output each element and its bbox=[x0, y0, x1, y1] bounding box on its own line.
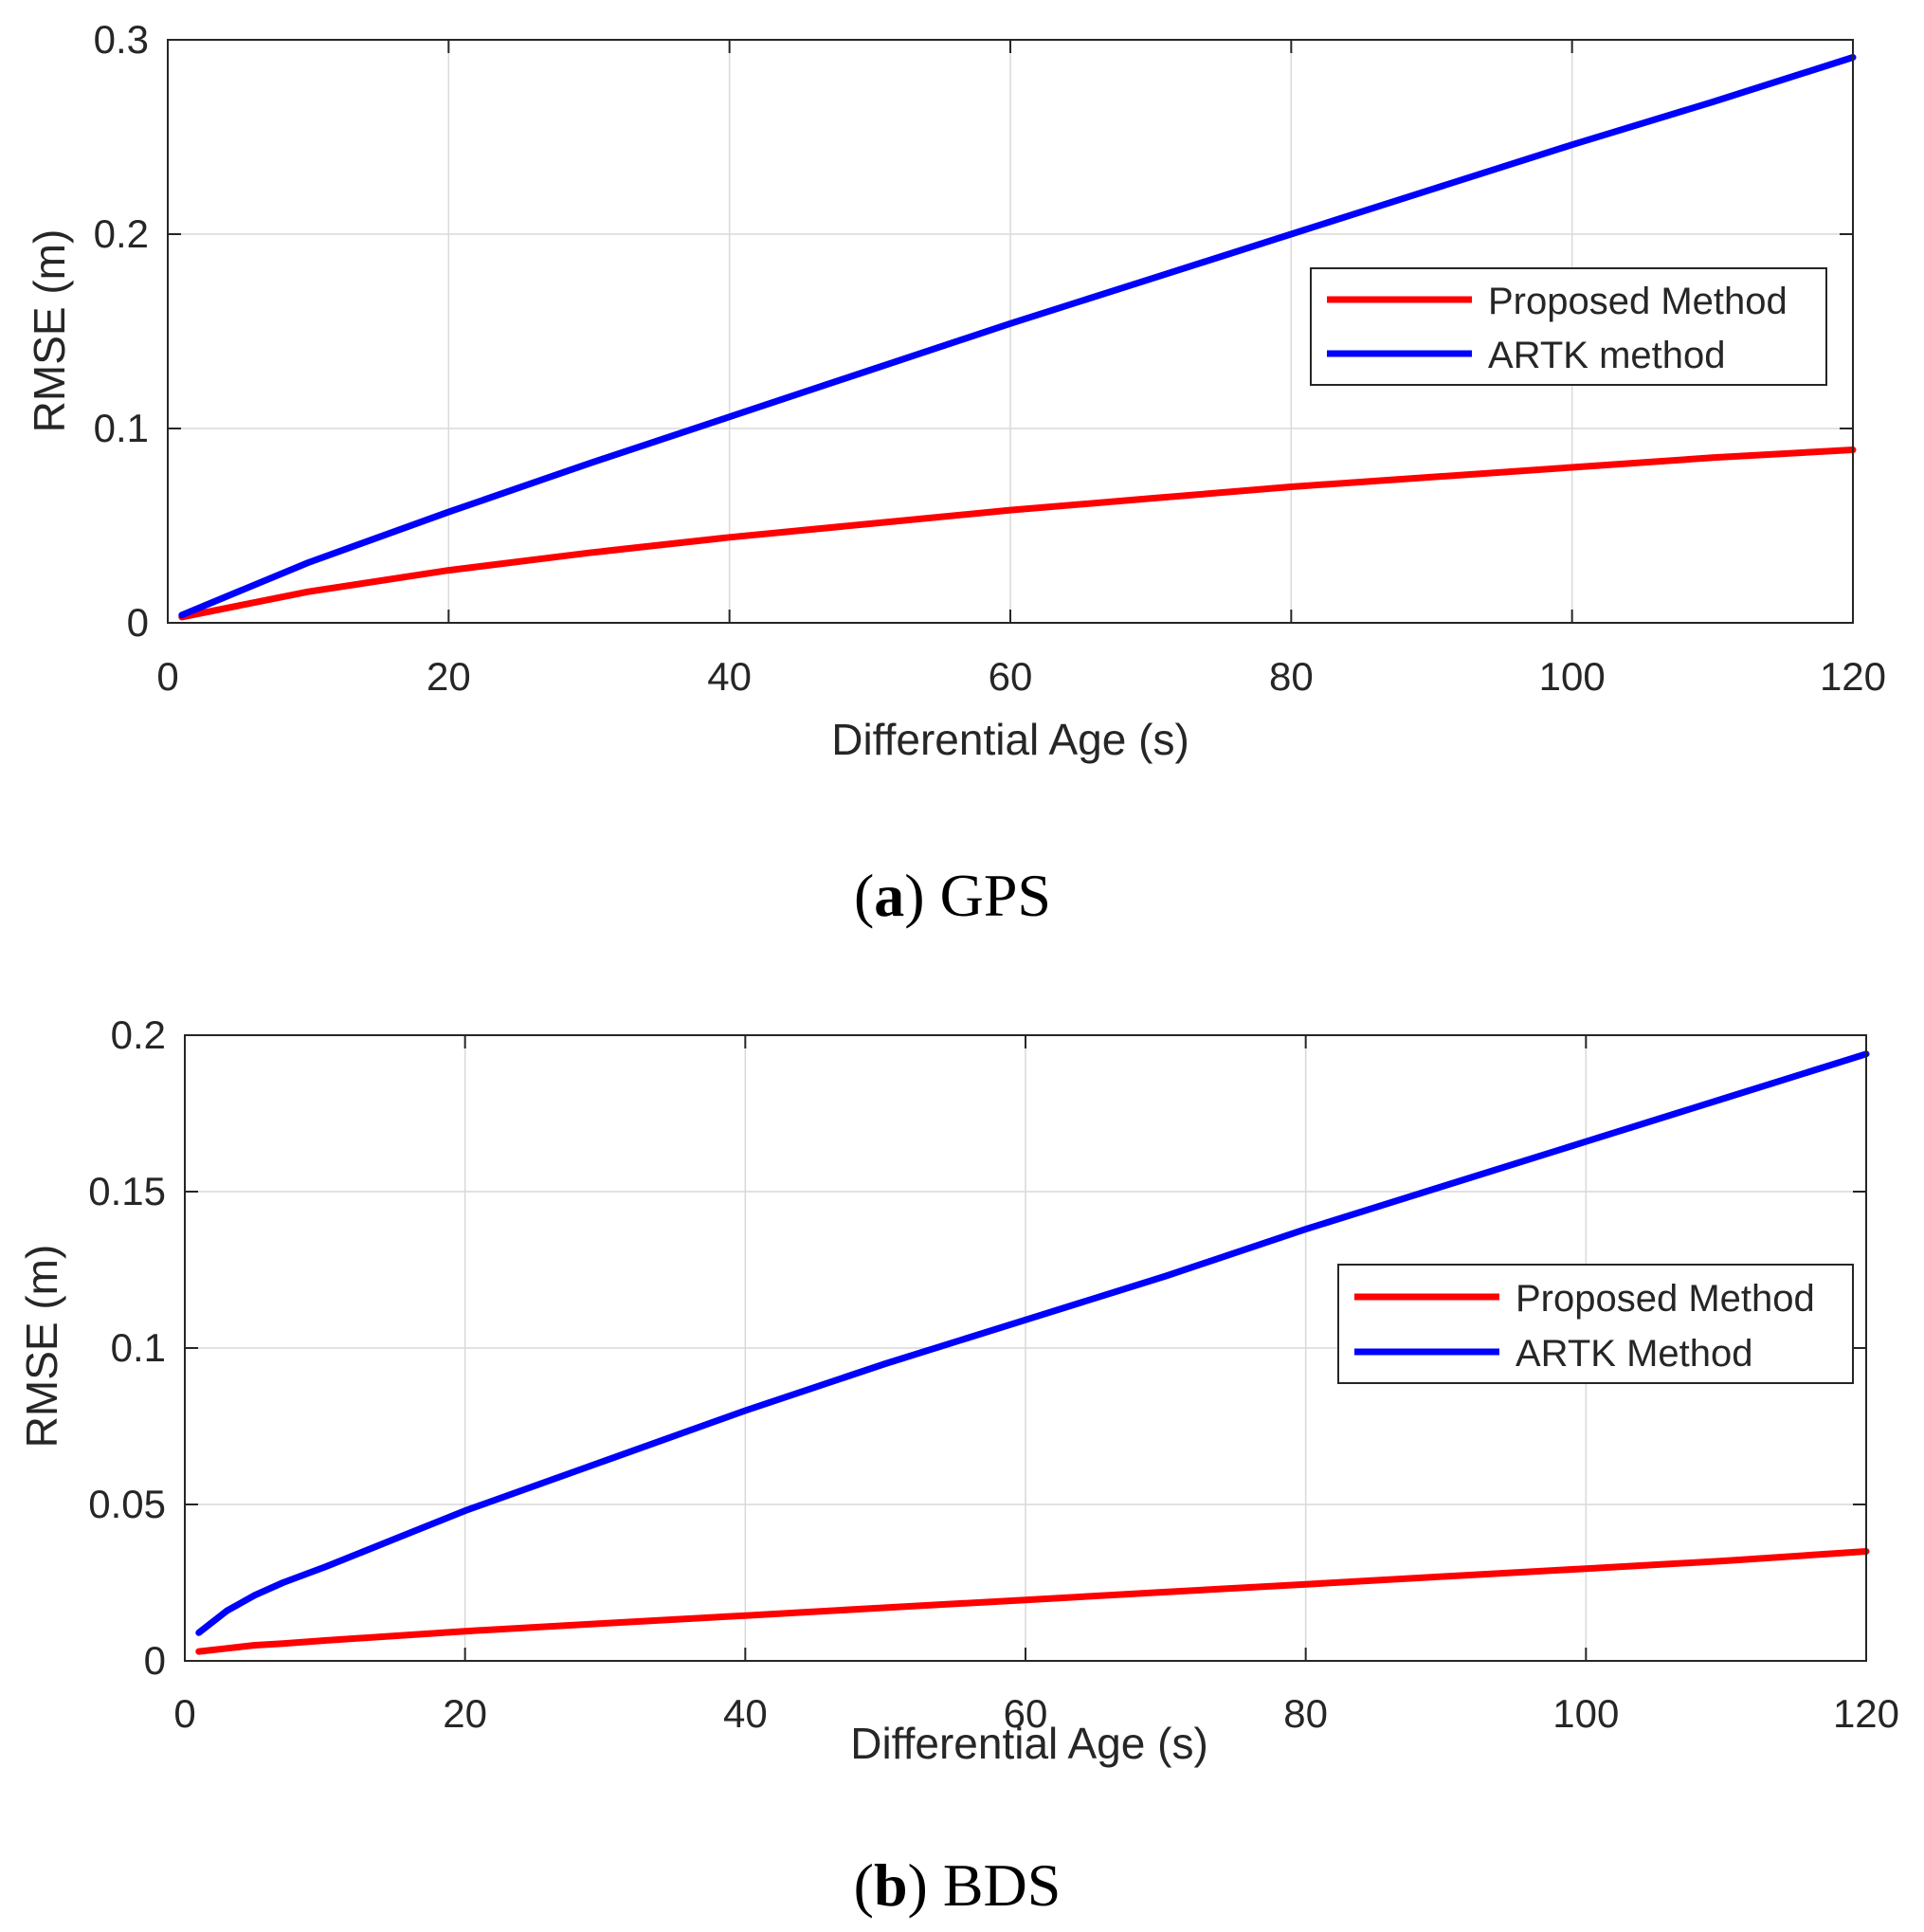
x-tick-label: 80 bbox=[1269, 654, 1314, 699]
caption-gps: (a) GPS bbox=[854, 862, 1051, 929]
x-tick-label: 120 bbox=[1820, 654, 1886, 699]
grid-lines bbox=[185, 1035, 1866, 1661]
y-tick-label: 0.2 bbox=[94, 211, 149, 256]
y-tick-label: 0.2 bbox=[111, 1012, 166, 1057]
legend-label-proposed: Proposed Method bbox=[1488, 281, 1788, 322]
y-tick-label: 0.1 bbox=[94, 406, 149, 450]
tick-marks bbox=[167, 39, 1854, 624]
series-line-proposed bbox=[195, 1548, 1870, 1655]
series-lines bbox=[178, 54, 1857, 621]
legend: Proposed Method ARTK Method bbox=[1337, 1264, 1854, 1384]
x-tick-labels: 0 20 40 60 80 100 120 bbox=[156, 654, 1886, 699]
x-tick-label: 100 bbox=[1552, 1691, 1619, 1736]
x-axis-label: Differential Age (s) bbox=[850, 1719, 1208, 1768]
y-tick-label: 0.1 bbox=[111, 1325, 166, 1370]
x-tick-label: 60 bbox=[1004, 1691, 1048, 1736]
y-tick-label: 0 bbox=[144, 1638, 166, 1683]
x-tick-label: 40 bbox=[707, 654, 752, 699]
x-tick-label: 60 bbox=[989, 654, 1033, 699]
y-axis-label: RMSE (m) bbox=[17, 1245, 66, 1449]
x-tick-label: 100 bbox=[1539, 654, 1606, 699]
x-tick-label: 80 bbox=[1283, 1691, 1328, 1736]
x-tick-label: 20 bbox=[443, 1691, 487, 1736]
series-line-artk bbox=[178, 54, 1857, 619]
x-tick-label: 0 bbox=[156, 654, 178, 699]
series-line-artk bbox=[195, 1050, 1870, 1636]
legend-label-proposed: Proposed Method bbox=[1516, 1278, 1815, 1320]
legend-label-artk: ARTK Method bbox=[1516, 1333, 1753, 1375]
x-axis-label: Differential Age (s) bbox=[831, 715, 1189, 764]
legend-box bbox=[1310, 267, 1827, 386]
y-tick-label: 0.3 bbox=[94, 17, 149, 62]
y-tick-labels: 0 0.05 0.1 0.15 0.2 bbox=[88, 1012, 166, 1683]
chart-panel-bds: 0 0.05 0.1 0.15 0.2 0 20 40 60 80 100 120 Differen… bbox=[17, 1012, 1899, 1919]
legend-box bbox=[1337, 1264, 1854, 1384]
chart-panel-gps: 0 0.1 0.2 0.3 0 20 40 60 80 100 120 Differential … bbox=[25, 17, 1886, 929]
y-axis-label: RMSE (m) bbox=[25, 229, 74, 433]
y-tick-label: 0 bbox=[127, 600, 149, 645]
y-tick-label: 0.15 bbox=[88, 1169, 166, 1213]
x-tick-label: 0 bbox=[173, 1691, 195, 1736]
y-tick-labels: 0 0.1 0.2 0.3 bbox=[94, 17, 149, 645]
tick-marks bbox=[184, 1034, 1867, 1662]
x-tick-label: 120 bbox=[1833, 1691, 1899, 1736]
series-line-proposed bbox=[178, 447, 1857, 621]
x-tick-label: 20 bbox=[427, 654, 471, 699]
y-tick-label: 0.05 bbox=[88, 1482, 166, 1526]
x-tick-label: 40 bbox=[723, 1691, 768, 1736]
grid-lines bbox=[168, 40, 1853, 623]
x-tick-labels: 0 20 40 60 80 100 120 bbox=[173, 1691, 1899, 1736]
caption-bds: (b) BDS bbox=[854, 1851, 1062, 1919]
legend: Proposed Method ARTK method bbox=[1310, 267, 1827, 386]
series-lines bbox=[195, 1050, 1870, 1655]
legend-label-artk: ARTK method bbox=[1488, 335, 1726, 376]
